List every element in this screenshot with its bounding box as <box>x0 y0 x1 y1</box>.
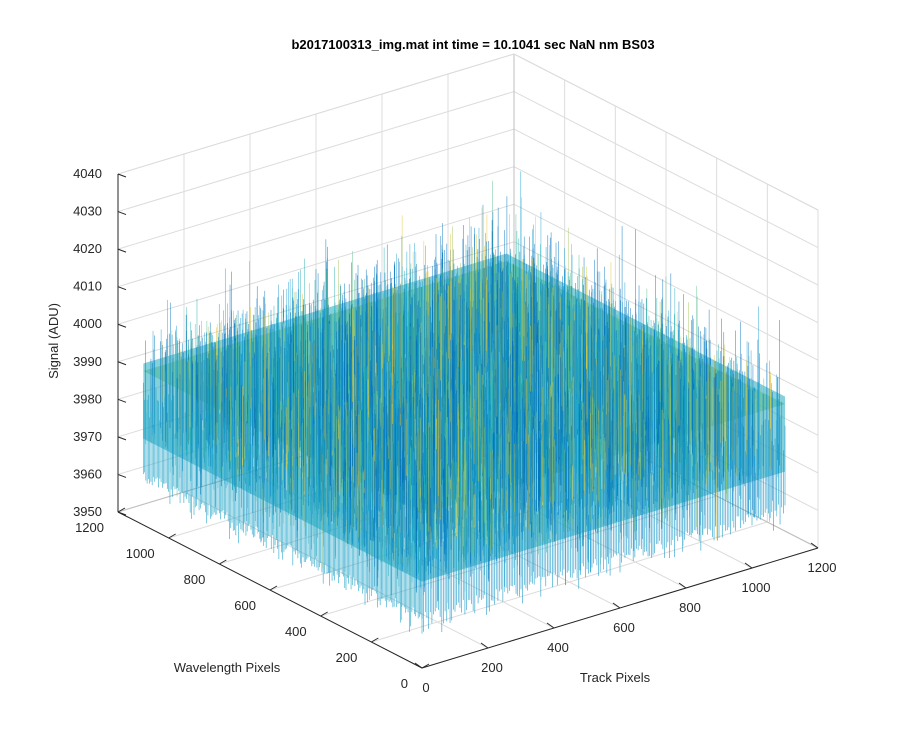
surface-chart: 0200400600800100012000200400600800100012… <box>0 0 900 750</box>
